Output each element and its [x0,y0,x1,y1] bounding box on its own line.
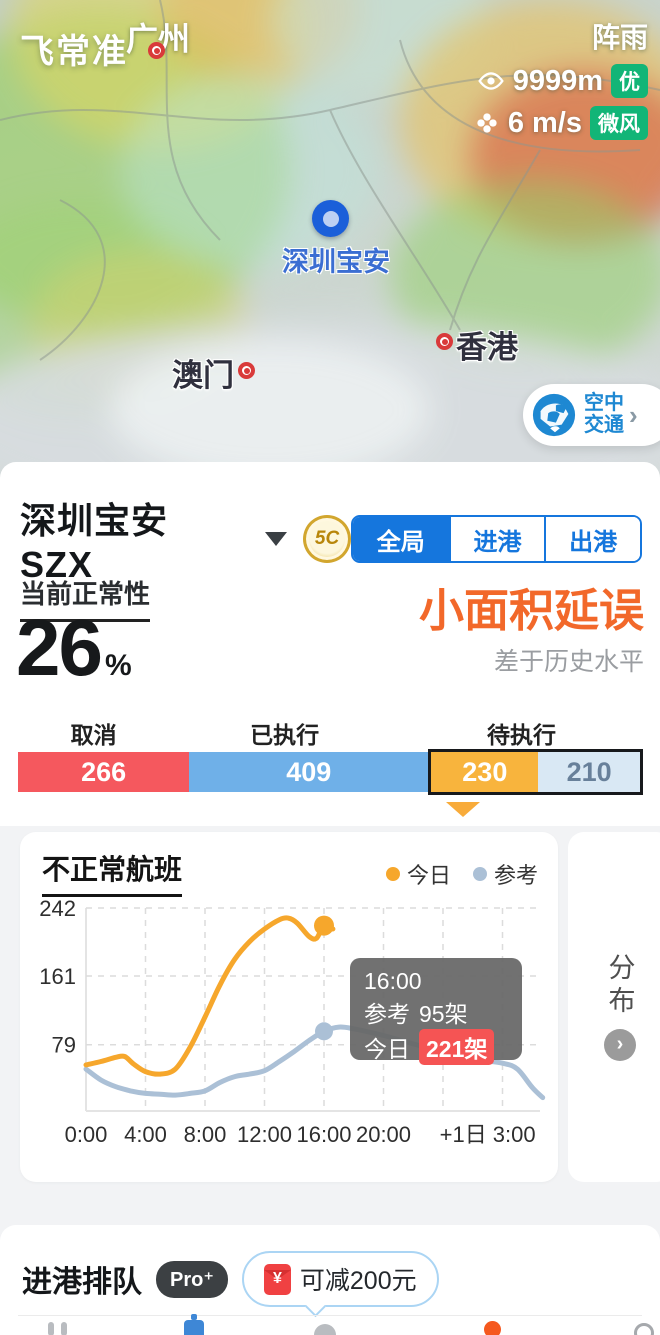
legend-label-reference: 参考 [493,863,538,888]
svg-text:79: 79 [52,1033,76,1058]
weather-condition: 阵雨 [591,22,648,53]
label-executed: 已执行 [250,722,320,748]
wind-fan-icon [477,113,497,133]
legend-dot-today [385,867,400,881]
tooltip-time: 16:00 [364,968,422,994]
visibility-eye-icon [477,72,504,90]
arrival-queue-title: 进港排队 [22,1266,142,1299]
weather-radar-map[interactable]: 飞常准 广州 阵雨 9999m 优 6 m/s 微风 [0,0,660,478]
airport-rating-badge: 5C [303,515,351,563]
macau-marker-icon [238,362,255,379]
label-cancelled: 取消 [70,722,117,748]
distribution-panel[interactable]: 分布 › [568,832,660,1182]
airport-name: 深圳宝安 SZX [20,500,169,585]
pending-delayed-segment[interactable]: 230 [431,752,539,792]
normality-label: 当前正常性 [20,574,151,622]
svg-text:0:00: 0:00 [65,1122,108,1147]
svg-text:8:00: 8:00 [184,1122,227,1147]
airport-status-sheet: 深圳宝安 SZX 5C 全局 进港 出港 当前正常性 26% 小面积延误 差于历… [0,462,660,826]
normality-value: 26% [16,603,132,692]
chevron-right-icon: › [629,399,638,430]
wind-grade-badge: 微风 [590,106,648,140]
shenzhen-airport-map-label: 深圳宝安 [282,247,390,277]
globe-icon [532,393,576,437]
tab-arrivals[interactable]: 进港 [448,517,545,561]
svg-text:+1日 3:00: +1日 3:00 [440,1122,536,1147]
partial-icon-gray-circle[interactable] [314,1324,336,1335]
radar-overlay [0,0,660,478]
tooltip-ref-label: 参考 [364,1001,410,1027]
partial-icon-orange-dot[interactable] [484,1321,501,1335]
legend-label-today: 今日 [406,863,451,888]
flight-stats-bar: 266 409 230 210 [18,749,643,795]
weather-panel: 阵雨 9999m 优 6 m/s 微风 [474,16,648,148]
shenzhen-airport-marker-icon[interactable] [312,200,349,237]
cancelled-segment[interactable]: 266 [18,752,190,792]
chart-tooltip: 16:00 参考 95架 今日 221架 [350,958,522,1065]
svg-text:12:00: 12:00 [237,1122,292,1147]
label-pending: 待执行 [486,722,556,748]
svg-text:16:00: 16:00 [296,1122,351,1147]
chart-legend: 今日 参考 [385,858,538,890]
visibility-grade-badge: 优 [611,64,648,98]
delay-level-text: 小面积延误 [418,585,644,636]
tooltip-ref-value: 95架 [419,1001,468,1027]
distribution-expand-button[interactable]: › [604,1029,636,1061]
pending-segment-group[interactable]: 230 210 [428,749,643,795]
map-roads [0,0,660,361]
air-traffic-label-line1: 空中 [584,392,624,415]
app-logo: 飞常准 [20,33,128,71]
partial-icon-gray-ring[interactable] [634,1323,654,1335]
guangzhou-marker-icon [148,42,165,59]
chart-title: 不正常航班 [42,848,183,897]
chevron-right-icon: › [616,1032,624,1055]
visibility-value: 9999m [512,64,603,97]
airport-selector[interactable]: 深圳宝安 SZX 5C [20,492,351,586]
svg-text:242: 242 [39,896,76,921]
abnormal-flights-card: 不正常航班 今日 参考 79 161 242 0:00 4:00 8:00 12:00 16:… [20,832,558,1182]
svg-text:4:00: 4:00 [124,1122,167,1147]
dropdown-caret-icon [265,532,288,546]
normality-unit: % [104,649,132,682]
city-label-macau: 澳门 [172,358,234,393]
pending-normal-segment[interactable]: 210 [538,752,640,792]
scope-tab-group: 全局 进港 出港 [350,515,642,563]
arrival-queue-card: 进港排队 Pro⁺ ¥ 可减200元 [0,1225,660,1335]
air-traffic-button[interactable]: 空中 交通 › [523,384,660,446]
tab-global[interactable]: 全局 [352,517,449,561]
history-comparison-text: 差于历史水平 [493,648,644,676]
tooltip-today-value: 221架 [419,1029,495,1065]
legend-dot-reference [472,867,487,881]
partial-icon-blue[interactable] [184,1314,204,1335]
coupon-text: 可减200元 [299,1267,417,1295]
tab-departures[interactable]: 出港 [544,517,640,561]
svg-text:161: 161 [39,964,76,989]
executed-segment[interactable]: 409 [189,752,429,792]
selected-segment-pointer-icon [446,802,480,817]
air-traffic-label-line2: 交通 [584,414,624,436]
coupon-bubble[interactable]: ¥ 可减200元 [241,1251,439,1318]
svg-text:20:00: 20:00 [356,1122,411,1147]
red-envelope-icon: ¥ [263,1263,291,1295]
wind-value: 6 m/s [507,106,582,139]
flight-stats-labels: 取消 已执行 待执行 [18,716,643,750]
hongkong-marker-icon [436,333,453,350]
coupon-bubble-tail [304,1295,327,1318]
divider [18,1315,642,1316]
city-label-hongkong: 香港 [456,330,518,365]
pro-badge: Pro⁺ [156,1260,228,1298]
partial-icon-queue-bars[interactable] [48,1322,67,1335]
flight-trend-chart[interactable]: 79 161 242 0:00 4:00 8:00 12:00 16:00 20:00 +1日 3… [28,896,552,1152]
tooltip-today-label: 今日 [364,1036,410,1062]
distribution-label: 分布 [604,953,635,1019]
